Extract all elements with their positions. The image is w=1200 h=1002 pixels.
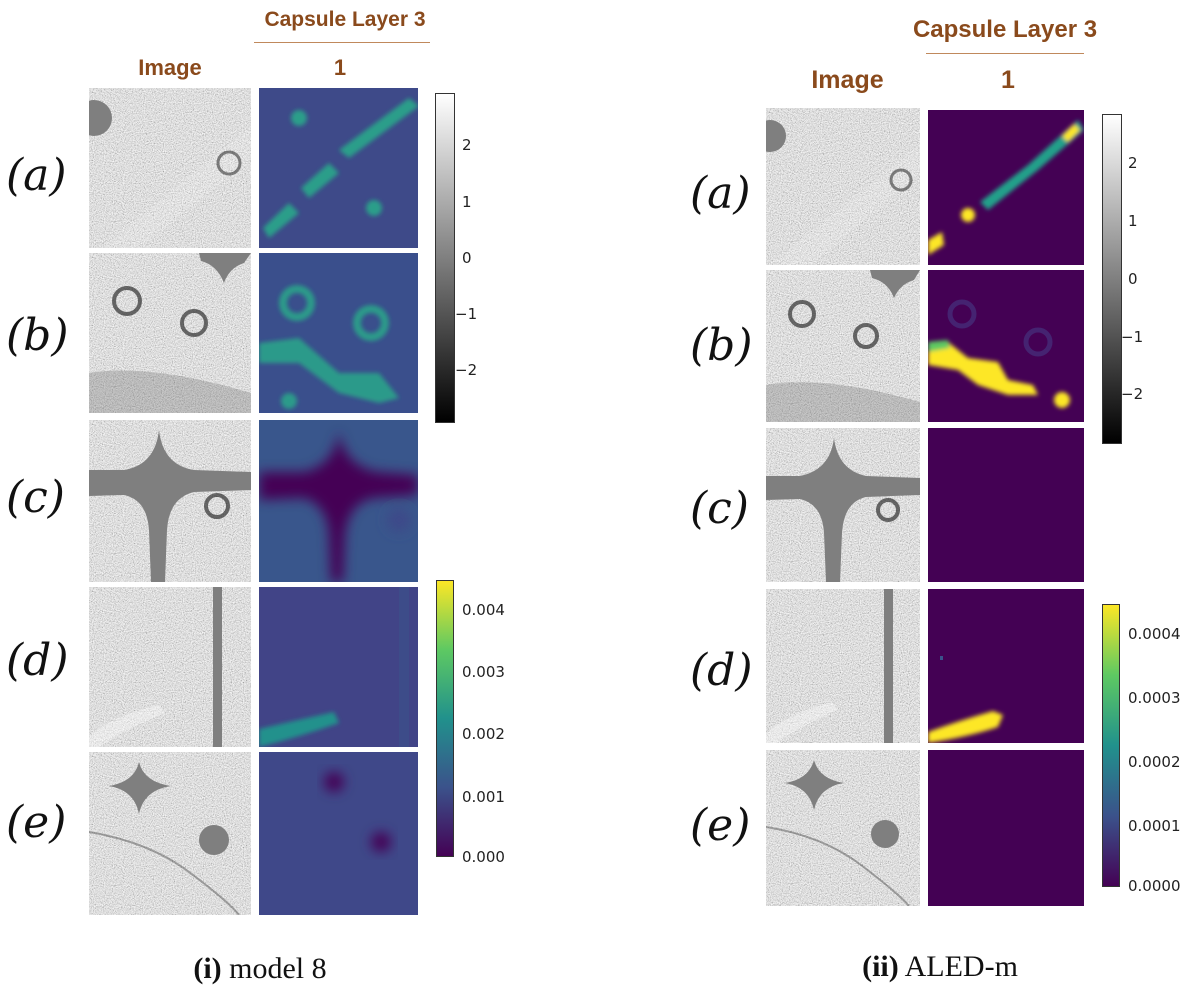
capsule-panel-c [259,420,418,582]
caption-model8: (i) model 8 [150,952,370,986]
header-underline [254,42,430,43]
image-panel-a [766,108,920,265]
gray-tick: −2 [1121,385,1144,403]
capsule-panel-a [928,110,1084,265]
capsule-panel-c [928,428,1084,582]
gray-tick: −2 [455,361,478,379]
image-panel-e [766,750,920,906]
row-label-b: (b) [6,310,69,361]
row-label-a: (a) [690,168,751,219]
layer-header: Capsule Layer 3 [912,16,1098,43]
capsule-panel-d [259,587,418,747]
image-panel-e [89,752,251,915]
gray-tick: −1 [455,305,478,323]
row-label-b: (b) [690,320,753,371]
viridis-tick: 0.000 [462,848,505,866]
image-panel-c [766,428,920,582]
gray-tick: 2 [462,136,472,154]
image-panel-b [89,253,251,413]
row-label-e: (e) [690,800,751,851]
image-col-label: Image [138,55,202,80]
image-col-label: Image [811,66,884,94]
row-label-c: (c) [690,483,749,534]
gray-tick: 2 [1128,154,1138,172]
row-label-d: (d) [690,645,753,696]
image-panel-d [766,589,920,743]
row-label-e: (e) [6,797,67,848]
caption-number: (i) [193,952,222,985]
viridis-tick: 0.0003 [1128,689,1181,707]
row-label-c: (c) [6,472,65,523]
header-underline [926,53,1084,54]
capsule-col-label: 1 [333,55,347,80]
capsule-panel-e [928,750,1084,906]
capsule-col-label: 1 [1001,66,1015,94]
gray-tick: 0 [1128,270,1138,288]
viridis-tick: 0.003 [462,663,505,681]
viridis-tick: 0.0004 [1128,625,1181,643]
viridis-tick: 0.0000 [1128,877,1181,895]
capsule-panel-e [259,752,418,915]
image-panel-b [766,270,920,422]
caption-text: model 8 [221,952,327,985]
row-label-d: (d) [6,635,69,686]
viridis-tick: 0.0001 [1128,817,1181,835]
gray-tick: 1 [1128,212,1138,230]
gray-tick: −1 [1121,328,1144,346]
viridis-tick: 0.0002 [1128,753,1181,771]
image-panel-a [89,88,251,248]
viridis-tick: 0.001 [462,788,505,806]
viridis-tick: 0.002 [462,725,505,743]
image-panel-d [89,587,251,747]
capsule-panel-a [259,88,418,248]
row-label-a: (a) [6,150,67,201]
caption-text: ALED-m [898,950,1018,983]
image-panel-c [89,420,251,582]
viridis-tick: 0.004 [462,601,505,619]
capsule-panel-b [928,270,1084,422]
layer-header: Capsule Layer 3 [264,8,426,31]
caption-aledm: (ii) ALED-m [820,950,1060,984]
gray-tick: 0 [462,249,472,267]
gray-tick: 1 [462,193,472,211]
caption-number: (ii) [862,950,899,983]
capsule-panel-d [928,589,1084,743]
capsule-panel-b [259,253,418,413]
